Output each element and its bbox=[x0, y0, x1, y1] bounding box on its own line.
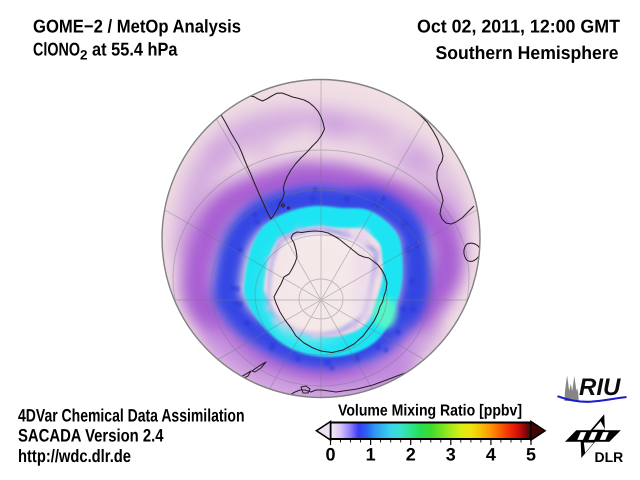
svg-text:4DVar Chemical Data Assimilati: 4DVar Chemical Data Assimilation bbox=[18, 405, 244, 425]
svg-text:Oct 02, 2011, 12:00 GMT: Oct 02, 2011, 12:00 GMT bbox=[417, 16, 621, 37]
svg-text:Volume Mixing Ratio [ppbv]: Volume Mixing Ratio [ppbv] bbox=[338, 403, 522, 420]
svg-text:ClONO2 at 55.4 hPa: ClONO2 at 55.4 hPa bbox=[33, 39, 178, 63]
svg-text:http://wdc.dlr.de: http://wdc.dlr.de bbox=[18, 446, 131, 466]
svg-text:Southern Hemisphere: Southern Hemisphere bbox=[436, 42, 619, 63]
svg-text:2: 2 bbox=[406, 445, 416, 465]
svg-text:SACADA Version 2.4: SACADA Version 2.4 bbox=[18, 426, 164, 446]
svg-text:DLR: DLR bbox=[595, 449, 624, 465]
svg-text:1: 1 bbox=[366, 445, 376, 465]
svg-text:RIU: RIU bbox=[579, 374, 621, 401]
svg-text:GOME−2 / MetOp Analysis: GOME−2 / MetOp Analysis bbox=[33, 16, 241, 37]
svg-text:4: 4 bbox=[486, 445, 496, 465]
svg-text:0: 0 bbox=[325, 445, 335, 465]
svg-text:3: 3 bbox=[446, 445, 456, 465]
svg-text:5: 5 bbox=[526, 445, 536, 465]
